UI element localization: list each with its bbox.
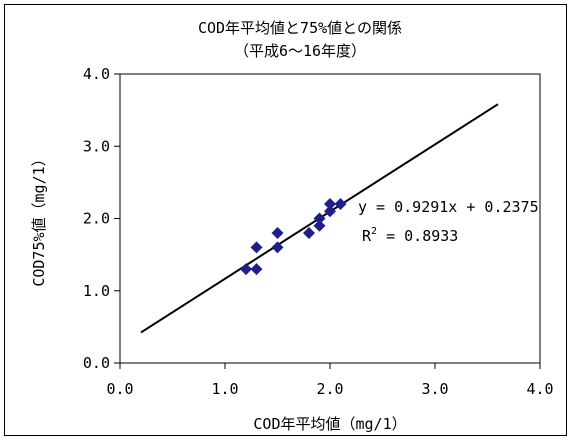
r-squared-prefix: R: [362, 227, 372, 245]
data-point: [240, 263, 252, 276]
data-point: [313, 219, 326, 232]
y-axis-label: COD75%値（mg/1）: [30, 151, 48, 286]
y-tick-label: 2.0: [83, 210, 110, 228]
data-point: [271, 241, 284, 254]
chart-frame: [4, 4, 567, 436]
x-tick-label: 2.0: [316, 380, 343, 398]
data-point: [271, 226, 284, 239]
y-tick-label: 1.0: [83, 282, 110, 300]
chart-title: COD年平均値と75%値との関係: [198, 19, 402, 37]
data-points: [240, 198, 347, 276]
trendline-equation: y = 0.9291x + 0.2375: [358, 198, 539, 216]
data-point: [303, 226, 315, 239]
y-tick-label: 4.0: [83, 65, 110, 83]
y-tick-label: 3.0: [83, 137, 110, 155]
x-axis-label: COD年平均値（mg/1）: [253, 415, 406, 433]
data-point: [313, 212, 326, 225]
data-point: [324, 205, 336, 218]
chart-subtitle: （平成6～16年度）: [234, 42, 366, 60]
x-tick-label: 0.0: [106, 380, 133, 398]
x-tick-label: 1.0: [211, 380, 238, 398]
data-point: [250, 263, 263, 276]
data-point: [334, 198, 347, 211]
r-squared-superscript: 2: [371, 226, 377, 237]
y-axis-ticks: 0.0 1.0 2.0 3.0 4.0: [83, 65, 120, 372]
r-squared-label: R2 = 0.8933: [362, 226, 458, 245]
r-squared-value: = 0.8933: [377, 227, 458, 245]
x-axis-ticks: 0.0 1.0 2.0 3.0 4.0: [106, 363, 554, 398]
x-tick-label: 4.0: [526, 380, 553, 398]
data-point: [324, 198, 336, 211]
data-point: [250, 241, 263, 254]
y-tick-label: 0.0: [83, 354, 110, 372]
x-tick-label: 3.0: [421, 380, 448, 398]
